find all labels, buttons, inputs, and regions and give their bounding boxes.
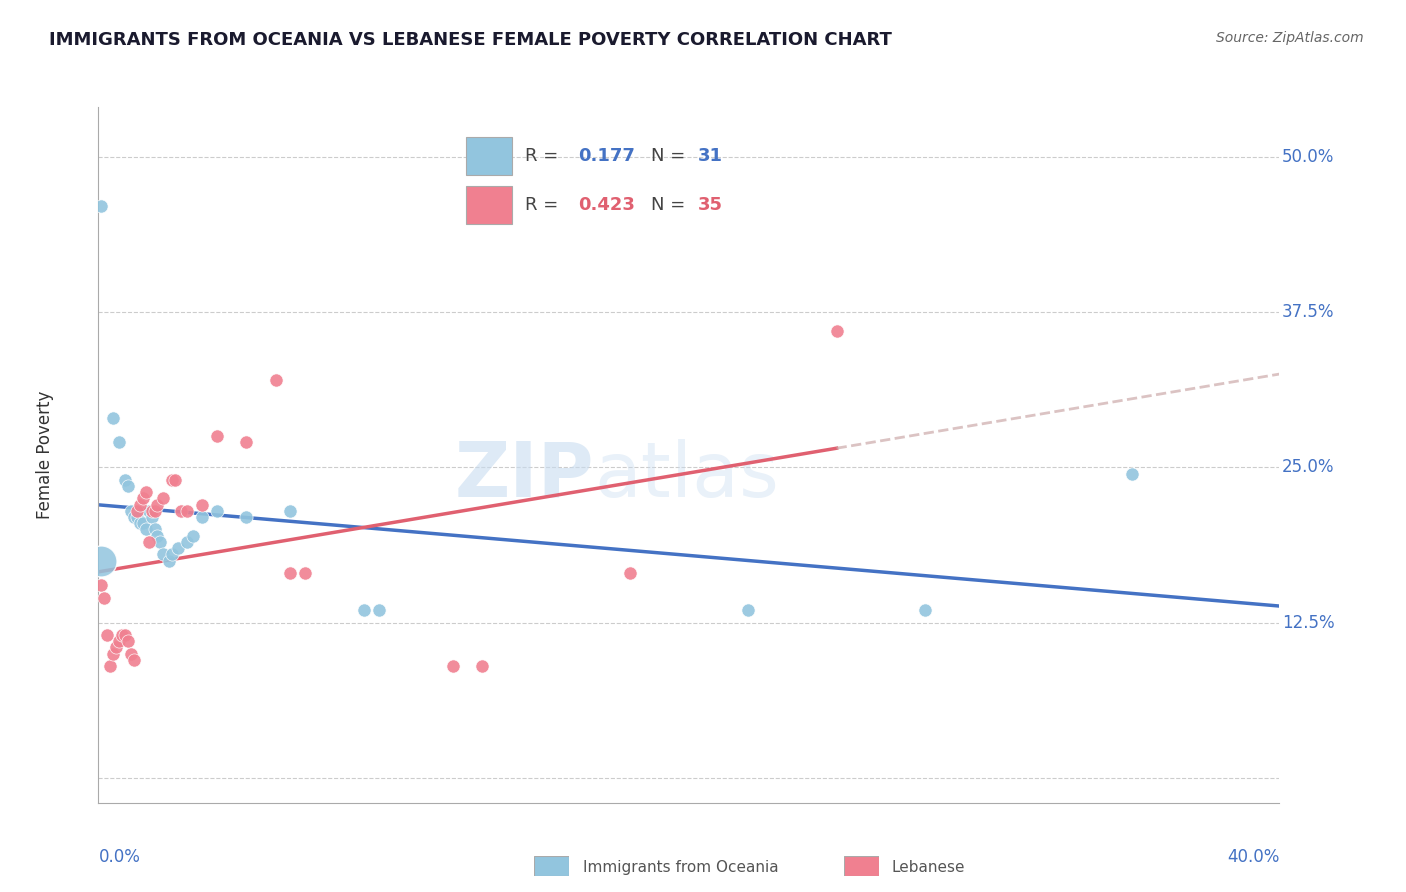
Point (737, 603, 759, 617)
Point (96, 628, 118, 642)
Text: 35: 35 (697, 196, 723, 214)
Point (205, 429, 228, 443)
Point (914, 603, 936, 617)
Point (619, 566, 641, 580)
Text: 0.423: 0.423 (578, 196, 636, 214)
Text: R =: R = (526, 196, 564, 214)
Point (191, 498, 214, 512)
Point (146, 498, 169, 512)
Text: N =: N = (651, 196, 692, 214)
Point (108, 634, 131, 648)
Text: 25.0%: 25.0% (1282, 458, 1334, 476)
Text: R =: R = (526, 147, 564, 165)
Text: Female Poverty: Female Poverty (37, 391, 55, 519)
Point (105, 640, 128, 655)
Point (235, 510, 257, 524)
Point (278, 504, 302, 518)
Point (162, 473, 183, 487)
Point (90, 553, 112, 567)
Text: N =: N = (651, 147, 692, 165)
Point (152, 491, 174, 506)
Point (441, 659, 464, 673)
FancyBboxPatch shape (844, 856, 879, 876)
Point (135, 523, 157, 537)
Point (205, 504, 228, 518)
Text: 37.5%: 37.5% (1282, 303, 1334, 321)
Point (128, 516, 150, 531)
Point (117, 634, 139, 648)
Point (90, 578, 112, 592)
Text: 31: 31 (697, 147, 723, 165)
Point (117, 479, 139, 493)
Point (90, 199, 112, 213)
Text: 50.0%: 50.0% (1282, 148, 1334, 166)
Point (353, 603, 375, 617)
Point (157, 553, 180, 567)
Point (191, 510, 214, 524)
Point (114, 473, 136, 487)
Point (103, 410, 125, 425)
FancyBboxPatch shape (465, 137, 512, 175)
Point (98, 659, 121, 673)
Point (141, 504, 163, 518)
Point (138, 504, 160, 518)
Text: ZIP: ZIP (456, 439, 595, 513)
Point (128, 498, 150, 512)
Point (368, 603, 391, 617)
Point (103, 647, 125, 661)
Point (165, 473, 187, 487)
Text: Source: ZipAtlas.com: Source: ZipAtlas.com (1216, 31, 1364, 45)
Text: 0.177: 0.177 (578, 147, 636, 165)
Point (146, 529, 169, 543)
Point (125, 504, 148, 518)
Point (167, 541, 190, 555)
Point (152, 547, 174, 561)
Text: IMMIGRANTS FROM OCEANIA VS LEBANESE FEMALE POVERTY CORRELATION CHART: IMMIGRANTS FROM OCEANIA VS LEBANESE FEMA… (49, 31, 891, 49)
Point (108, 435, 131, 450)
Point (122, 510, 145, 524)
Text: Immigrants from Oceania: Immigrants from Oceania (583, 860, 779, 874)
Text: 12.5%: 12.5% (1282, 614, 1334, 632)
Point (122, 653, 145, 667)
Point (1121, 467, 1143, 481)
Point (93, 591, 115, 605)
Point (176, 534, 198, 549)
Point (162, 547, 183, 561)
FancyBboxPatch shape (534, 856, 569, 876)
Point (235, 435, 257, 450)
Point (120, 647, 142, 661)
Point (170, 504, 193, 518)
Point (176, 504, 198, 518)
FancyBboxPatch shape (465, 186, 512, 224)
Point (114, 628, 136, 642)
Point (294, 566, 316, 580)
Point (264, 373, 287, 387)
Point (141, 510, 163, 524)
Point (138, 534, 160, 549)
Point (181, 529, 204, 543)
Point (278, 566, 302, 580)
Point (149, 534, 172, 549)
Point (143, 504, 166, 518)
Text: 40.0%: 40.0% (1227, 848, 1279, 866)
Text: atlas: atlas (595, 439, 779, 513)
Point (120, 504, 142, 518)
Point (825, 324, 848, 338)
Point (143, 523, 166, 537)
Point (132, 491, 155, 506)
Text: Lebanese: Lebanese (891, 860, 965, 874)
Point (471, 659, 494, 673)
Text: 0.0%: 0.0% (98, 848, 141, 866)
Point (111, 628, 134, 642)
Point (125, 510, 148, 524)
Point (132, 516, 155, 531)
Point (135, 485, 157, 500)
